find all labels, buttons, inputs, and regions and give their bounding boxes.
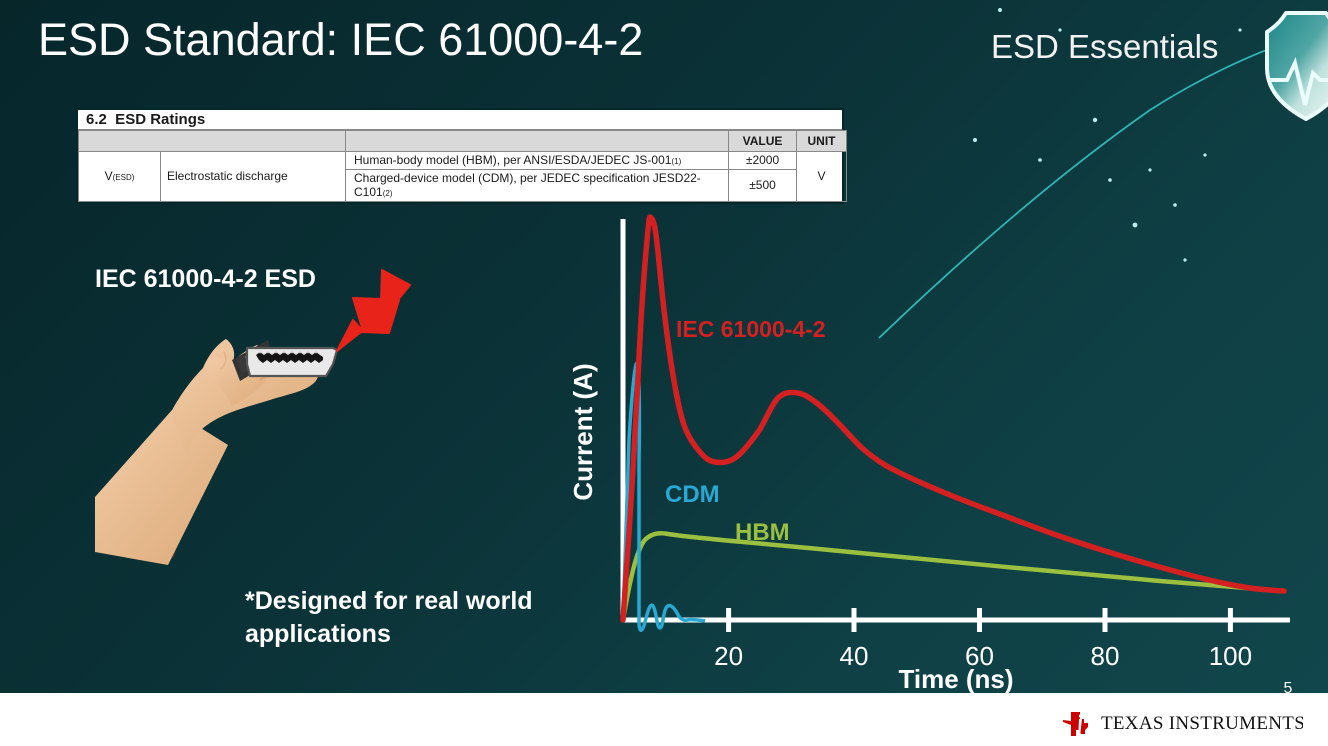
svg-text:TEXAS INSTRUMENTS: TEXAS INSTRUMENTS — [1101, 713, 1303, 734]
svg-text:ESD Essentials: ESD Essentials — [991, 28, 1218, 65]
